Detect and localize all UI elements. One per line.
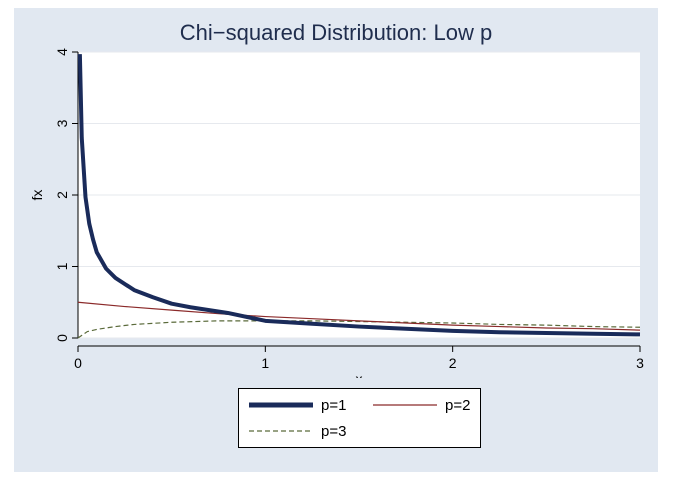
y-tick-label-0: 0	[54, 334, 70, 342]
legend-label-p3: p=3	[321, 422, 347, 440]
x-axis-label: x	[356, 371, 363, 378]
chart-title: Chi−squared Distribution: Low p	[179, 20, 493, 45]
legend-label-p1: p=1	[321, 396, 347, 414]
series-layer	[77, 54, 641, 339]
y-axis-label: fx	[29, 190, 45, 201]
y-tick-label-4: 4	[54, 48, 70, 56]
chart-background: Chi−squared Distribution: Low p 0 1 2 3 4 0 1 2…	[14, 8, 658, 472]
legend-item-p1: p=1	[249, 395, 346, 415]
axis-layer: 0 1 2 3 4 0 1 2 3	[54, 48, 644, 371]
legend-item-p3: p=3	[249, 421, 346, 441]
plot-svg: 0 1 2 3 4 0 1 2 3 x fx	[29, 48, 644, 378]
grid-layer	[78, 51, 640, 339]
y-tick-label-2: 2	[54, 191, 70, 199]
y-tick-label-3: 3	[54, 119, 70, 127]
x-tick-label-1: 1	[261, 355, 269, 371]
legend-item-p2: p=2	[373, 395, 470, 415]
legend-swatch-p1	[249, 402, 313, 408]
legend-swatch-p2	[373, 404, 437, 406]
x-tick-label-0: 0	[74, 355, 82, 371]
legend-label-p2: p=2	[445, 396, 471, 414]
legend: p=1 p=2 p=3	[238, 388, 481, 448]
y-tick-label-1: 1	[54, 262, 70, 270]
series-line-p=1	[77, 54, 641, 337]
series-line-p=2	[77, 301, 641, 331]
legend-swatch-p3	[249, 430, 313, 432]
x-tick-label-2: 2	[449, 355, 457, 371]
x-tick-label-3: 3	[636, 355, 644, 371]
